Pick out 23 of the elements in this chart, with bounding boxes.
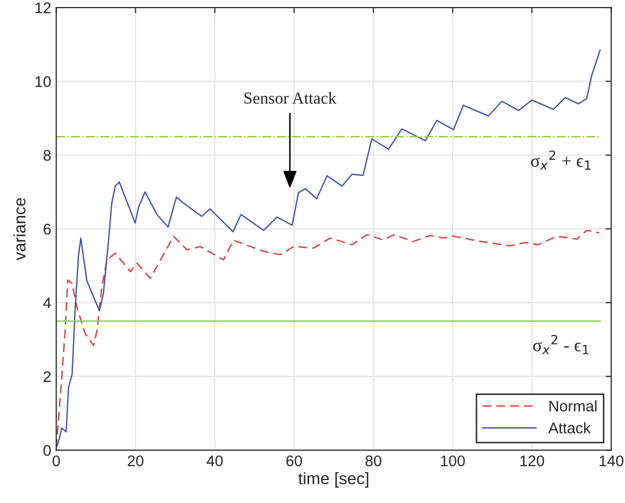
x-tick-label: 140 <box>600 455 624 466</box>
y-axis-title: variance <box>13 198 26 260</box>
x-tick-label: 80 <box>366 455 382 466</box>
y-tick-label: 12 <box>36 2 51 14</box>
y-tick-label: 6 <box>44 224 51 235</box>
x-tick-label: 0 <box>52 455 60 466</box>
line-series <box>56 49 601 449</box>
y-tick-label: 10 <box>36 76 51 88</box>
y-tick-label: 2 <box>44 371 51 382</box>
x-tick-label: 60 <box>286 455 302 466</box>
y-tick-label: 0 <box>43 445 51 456</box>
y-tick-label: 8 <box>44 150 51 161</box>
x-tick-label: 100 <box>441 455 465 466</box>
y-tick-label: 4 <box>43 298 51 308</box>
ref-line-label: σ$_{x}$$^{2}$ - ϵ$_{1}$ <box>533 334 588 354</box>
legend-label: Normal <box>550 400 596 412</box>
x-tick-label: 120 <box>520 455 544 466</box>
ref-line-label: σ$_{x}$$^{2}$ + ϵ$_{1}$ <box>531 150 590 170</box>
x-tick-label: 40 <box>206 455 223 466</box>
x-tick-label: 20 <box>128 455 144 466</box>
annotation: Sensor Attack <box>244 92 336 104</box>
legend-label: Attack <box>548 422 591 434</box>
x-axis-title: time [sec] <box>298 472 368 488</box>
